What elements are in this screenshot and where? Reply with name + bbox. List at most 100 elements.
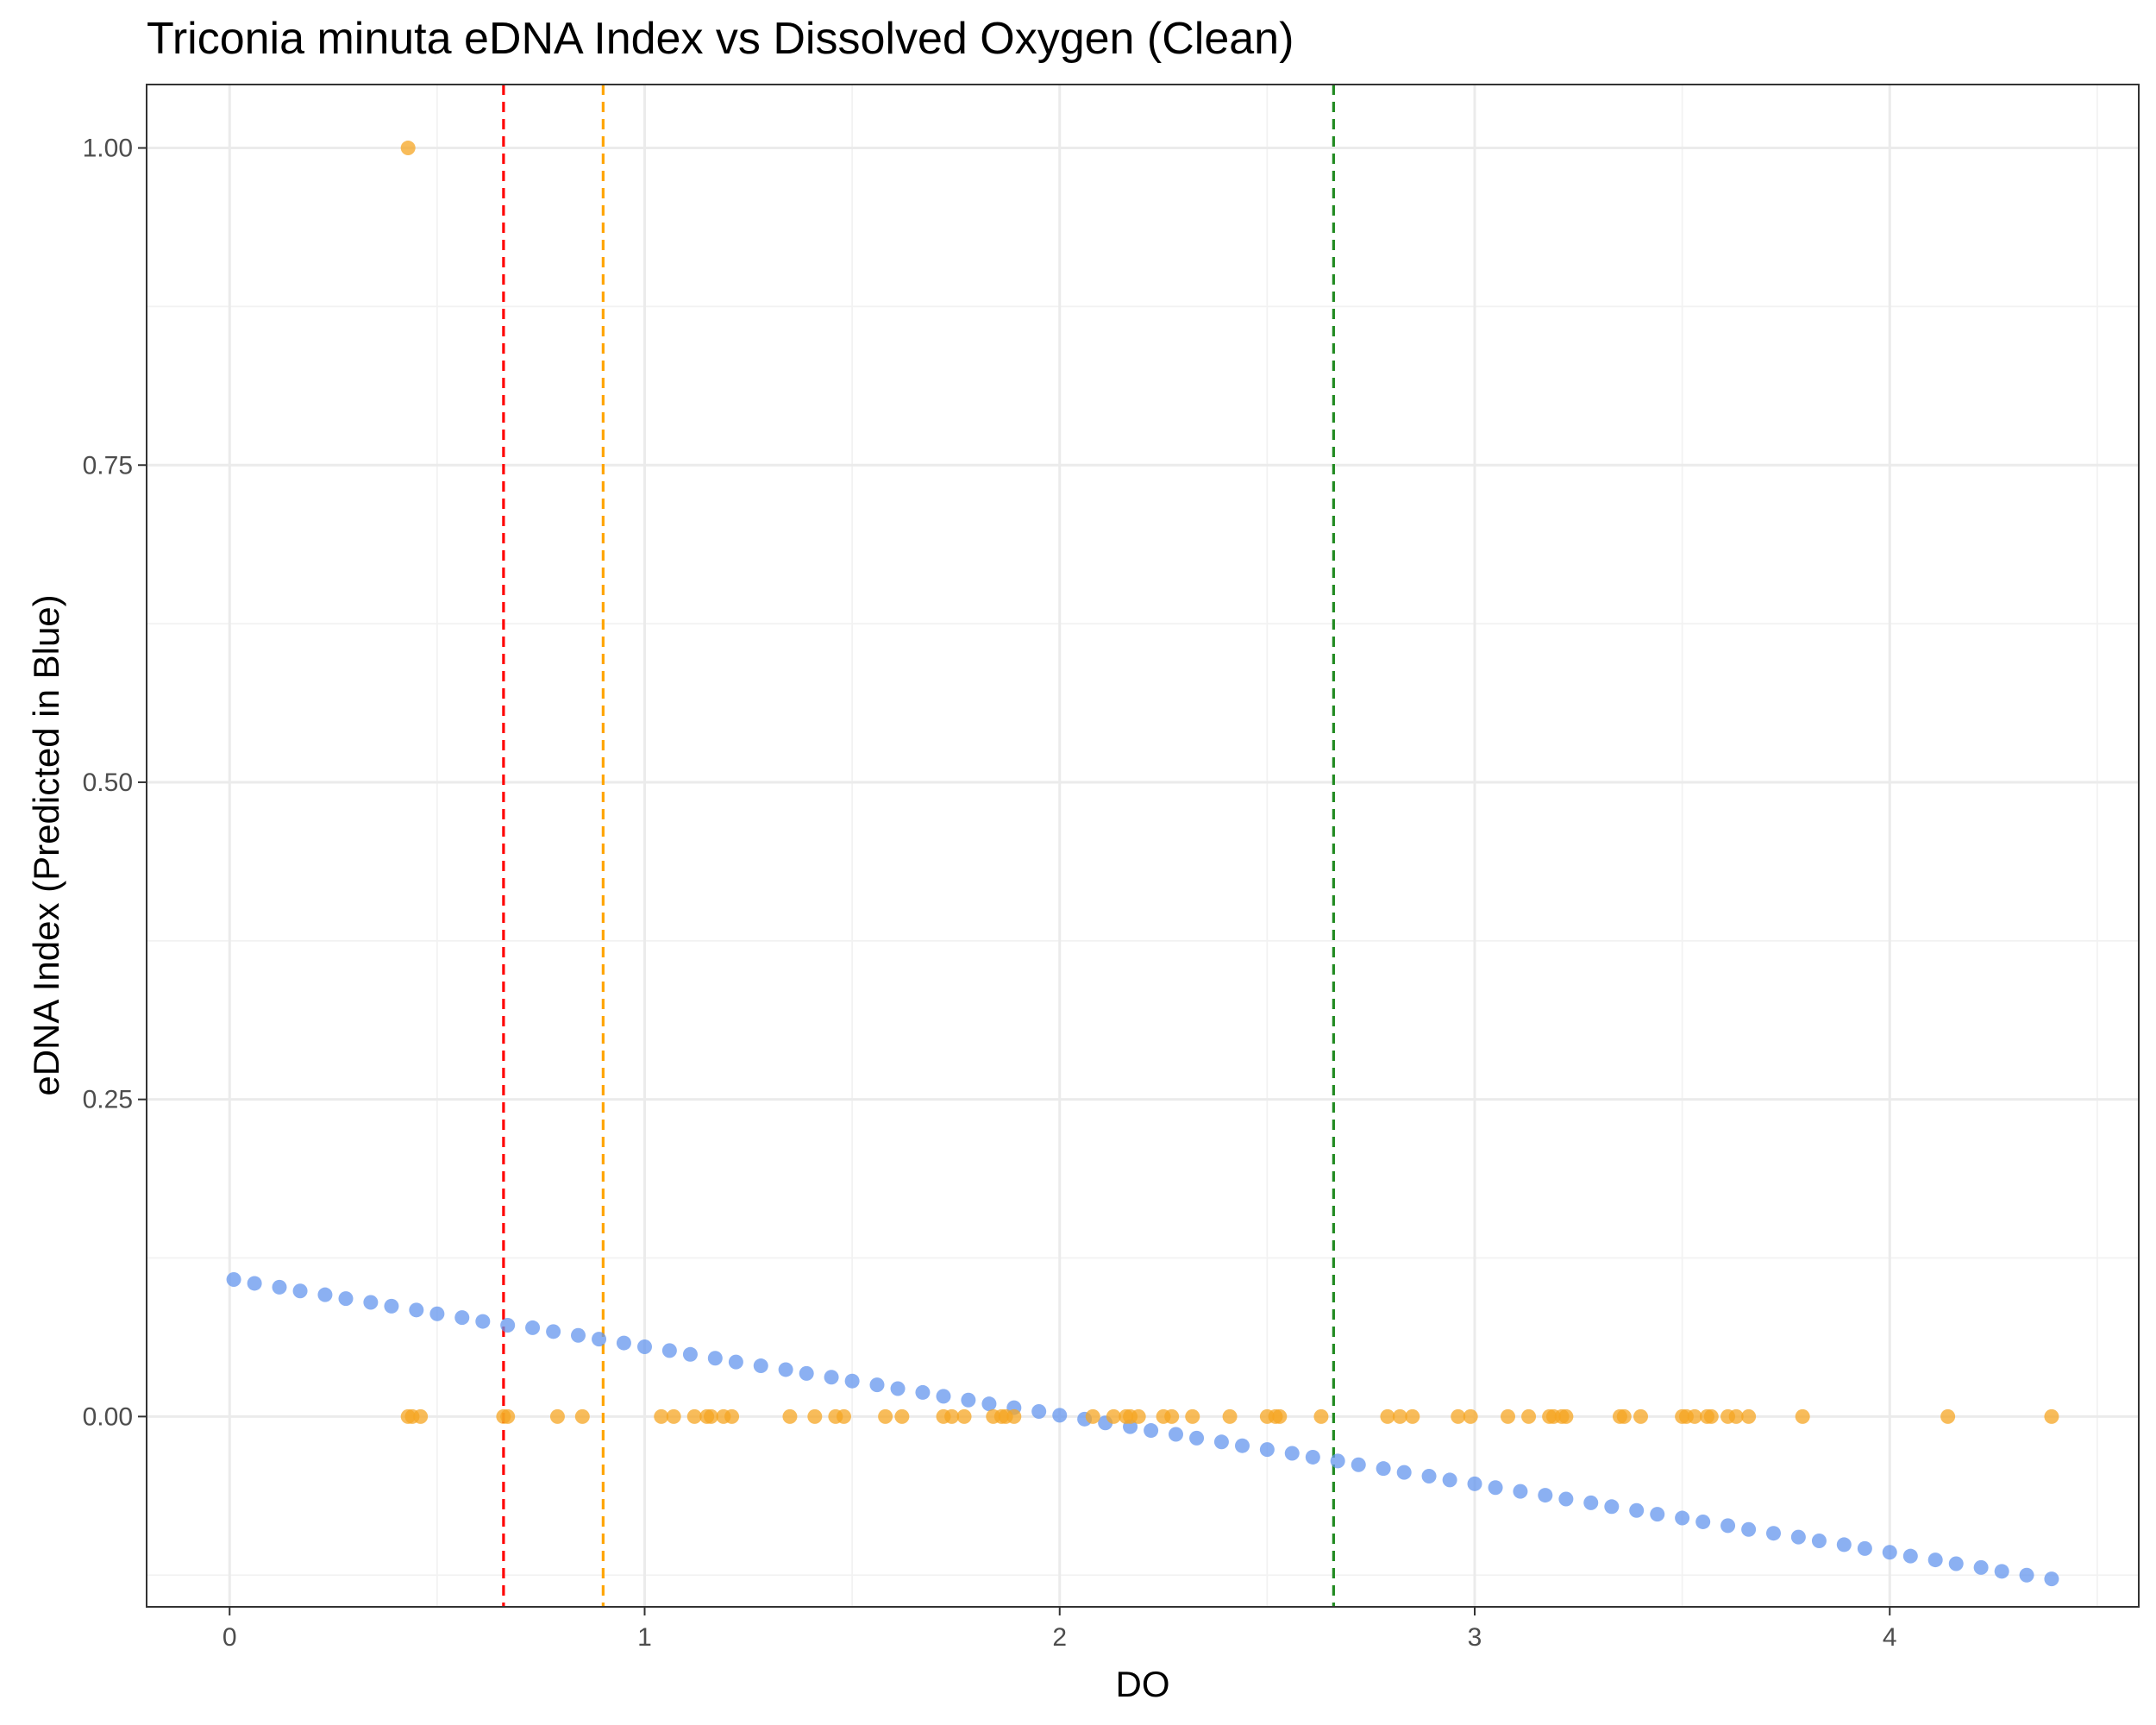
y-tick-label: 0.50 bbox=[83, 768, 133, 797]
predicted-point bbox=[475, 1314, 491, 1329]
predicted-point bbox=[525, 1320, 541, 1335]
observed-point bbox=[1451, 1408, 1466, 1424]
y-tick-label: 0.75 bbox=[83, 451, 133, 480]
predicted-point bbox=[1351, 1457, 1366, 1472]
observed-point bbox=[782, 1408, 798, 1424]
observed-point bbox=[704, 1408, 718, 1424]
predicted-point bbox=[616, 1335, 631, 1351]
predicted-point bbox=[936, 1389, 951, 1404]
predicted-point bbox=[890, 1381, 906, 1396]
predicted-point bbox=[1284, 1446, 1300, 1461]
observed-point bbox=[654, 1408, 669, 1424]
predicted-point bbox=[1948, 1556, 1964, 1571]
observed-point bbox=[1392, 1408, 1407, 1424]
predicted-point bbox=[1629, 1502, 1645, 1518]
y-tick-label: 1.00 bbox=[83, 135, 133, 163]
observed-point bbox=[2044, 1408, 2059, 1424]
predicted-point bbox=[637, 1339, 652, 1354]
predicted-point bbox=[317, 1287, 333, 1302]
chart-title: Triconia minuta eDNA Index vs Dissolved … bbox=[147, 14, 1294, 64]
predicted-point bbox=[409, 1302, 424, 1318]
predicted-point bbox=[1052, 1408, 1068, 1423]
observed-point bbox=[1940, 1408, 1956, 1424]
observed-point bbox=[1616, 1408, 1632, 1424]
predicted-point bbox=[1741, 1521, 1757, 1537]
predicted-point bbox=[1790, 1529, 1806, 1545]
reference-lines bbox=[502, 85, 1335, 1607]
predicted-series bbox=[226, 1272, 2059, 1587]
observed-point bbox=[1380, 1408, 1395, 1424]
observed-point bbox=[1272, 1408, 1288, 1424]
axis-ticks: 0 1 2 3 4 0.00 0.25 0.50 0.75 1.00 bbox=[83, 135, 1897, 1652]
predicted-point bbox=[1973, 1559, 1989, 1575]
grid bbox=[147, 85, 2139, 1607]
data-points bbox=[226, 141, 2059, 1587]
predicted-point bbox=[661, 1343, 677, 1358]
observed-point bbox=[1006, 1408, 1022, 1424]
predicted-point bbox=[272, 1279, 287, 1295]
observed-point bbox=[1185, 1408, 1200, 1424]
predicted-point bbox=[1442, 1472, 1457, 1488]
observed-point bbox=[1633, 1408, 1648, 1424]
observed-point bbox=[1463, 1408, 1478, 1424]
predicted-point bbox=[1675, 1510, 1690, 1526]
predicted-point bbox=[1235, 1438, 1250, 1453]
observed-series bbox=[400, 141, 2059, 1424]
x-tick-label: 2 bbox=[1052, 1623, 1067, 1652]
predicted-point bbox=[824, 1370, 839, 1385]
predicted-point bbox=[1031, 1403, 1047, 1419]
observed-point bbox=[1164, 1408, 1180, 1424]
predicted-point bbox=[1169, 1427, 1183, 1442]
observed-point bbox=[549, 1408, 565, 1424]
x-tick-label: 3 bbox=[1468, 1623, 1482, 1652]
observed-point bbox=[400, 141, 416, 156]
observed-point bbox=[1558, 1408, 1574, 1424]
observed-point bbox=[1106, 1408, 1121, 1424]
observed-point bbox=[1085, 1408, 1100, 1424]
predicted-point bbox=[292, 1283, 308, 1299]
observed-point bbox=[1313, 1408, 1329, 1424]
predicted-point bbox=[2044, 1571, 2059, 1587]
observed-point bbox=[1521, 1408, 1537, 1424]
observed-point bbox=[1795, 1408, 1810, 1424]
observed-point bbox=[878, 1408, 893, 1424]
predicted-point bbox=[1882, 1545, 1897, 1560]
predicted-point bbox=[500, 1317, 516, 1333]
predicted-point bbox=[1650, 1507, 1665, 1522]
predicted-point bbox=[778, 1362, 793, 1377]
predicted-point bbox=[728, 1354, 743, 1370]
predicted-point bbox=[454, 1310, 470, 1326]
predicted-point bbox=[981, 1396, 997, 1412]
observed-point bbox=[956, 1408, 972, 1424]
predicted-point bbox=[707, 1351, 723, 1366]
predicted-point bbox=[1376, 1461, 1391, 1477]
predicted-point bbox=[1811, 1534, 1827, 1549]
predicted-point bbox=[1513, 1484, 1528, 1499]
y-tick-label: 0.25 bbox=[83, 1086, 133, 1114]
predicted-point bbox=[1305, 1449, 1320, 1465]
predicted-point bbox=[1488, 1480, 1503, 1496]
observed-point bbox=[666, 1408, 681, 1424]
x-tick-label: 4 bbox=[1883, 1623, 1897, 1652]
observed-point bbox=[1405, 1408, 1420, 1424]
predicted-point bbox=[363, 1295, 379, 1310]
predicted-point bbox=[1766, 1526, 1781, 1541]
predicted-point bbox=[1857, 1540, 1872, 1556]
x-axis-title: DO bbox=[1116, 1664, 1170, 1704]
y-axis-title: eDNA Index (Predicted in Blue) bbox=[26, 594, 66, 1095]
x-tick-label: 1 bbox=[637, 1623, 652, 1652]
predicted-point bbox=[226, 1272, 241, 1288]
observed-point bbox=[1501, 1408, 1515, 1424]
observed-point bbox=[1741, 1408, 1757, 1424]
predicted-point bbox=[1144, 1423, 1159, 1439]
predicted-point bbox=[1421, 1469, 1437, 1484]
predicted-point bbox=[1259, 1442, 1275, 1458]
predicted-point bbox=[1583, 1495, 1599, 1510]
predicted-point bbox=[1213, 1434, 1229, 1450]
predicted-point bbox=[1836, 1537, 1852, 1552]
predicted-point bbox=[961, 1392, 976, 1408]
predicted-point bbox=[1467, 1476, 1482, 1491]
predicted-point bbox=[1695, 1514, 1711, 1529]
predicted-point bbox=[682, 1346, 698, 1362]
